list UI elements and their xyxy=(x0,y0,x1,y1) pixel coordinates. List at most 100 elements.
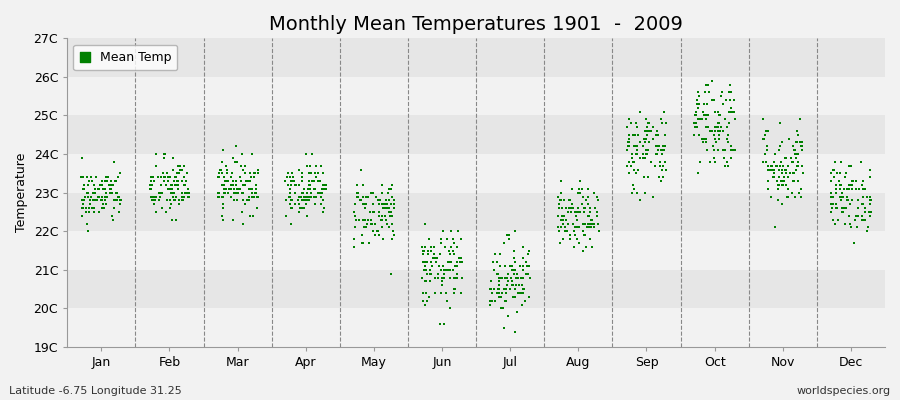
Point xyxy=(645,193,660,200)
Point xyxy=(858,209,872,215)
Point xyxy=(724,89,738,96)
Point xyxy=(356,201,371,208)
Point xyxy=(576,247,590,254)
Point xyxy=(768,224,782,230)
Point xyxy=(216,201,230,208)
Point xyxy=(625,151,639,157)
Point xyxy=(422,236,436,242)
Point xyxy=(227,190,241,196)
Point xyxy=(282,193,296,200)
Point xyxy=(849,213,863,219)
Point xyxy=(585,216,599,223)
Point xyxy=(697,101,711,107)
Point xyxy=(356,182,370,188)
Point xyxy=(241,186,256,192)
Point xyxy=(790,178,805,184)
Point xyxy=(308,186,322,192)
Point xyxy=(292,182,306,188)
Point xyxy=(107,197,122,204)
Point xyxy=(94,193,109,200)
Point xyxy=(571,209,585,215)
Point xyxy=(706,132,721,138)
Point xyxy=(451,228,465,234)
Point xyxy=(772,166,787,173)
Point xyxy=(348,213,363,219)
Point xyxy=(780,193,795,200)
Point xyxy=(768,151,782,157)
Point xyxy=(659,120,673,126)
Point xyxy=(486,286,500,292)
Point xyxy=(796,170,810,176)
Point xyxy=(288,182,302,188)
Point xyxy=(241,193,256,200)
Point xyxy=(220,162,234,169)
Point xyxy=(844,186,859,192)
Point xyxy=(860,193,874,200)
Point xyxy=(654,147,669,154)
Point xyxy=(316,170,330,176)
Point xyxy=(855,182,869,188)
Point xyxy=(215,193,230,200)
Point xyxy=(86,197,100,204)
Point xyxy=(576,193,590,200)
Bar xyxy=(68,38,885,77)
Point xyxy=(314,201,328,208)
Point xyxy=(691,170,706,176)
Point xyxy=(523,274,537,281)
Point xyxy=(280,174,294,180)
Point xyxy=(859,186,873,192)
Point xyxy=(698,89,712,96)
Point xyxy=(239,197,254,204)
Point xyxy=(512,282,526,288)
Point xyxy=(577,232,591,238)
Point xyxy=(551,193,565,200)
Point xyxy=(492,290,507,296)
Point xyxy=(509,309,524,316)
Point xyxy=(771,147,786,154)
Point xyxy=(83,201,97,208)
Point xyxy=(712,128,726,134)
Point xyxy=(220,166,235,173)
Point xyxy=(624,162,638,169)
Point xyxy=(158,174,172,180)
Point xyxy=(444,259,458,265)
Point xyxy=(641,147,655,154)
Point xyxy=(620,147,634,154)
Point xyxy=(231,190,246,196)
Point xyxy=(303,193,318,200)
Point xyxy=(856,193,870,200)
Point xyxy=(86,205,101,211)
Point xyxy=(143,182,157,188)
Point xyxy=(497,324,511,331)
Point xyxy=(312,190,327,196)
Point xyxy=(642,139,656,146)
Point xyxy=(505,282,519,288)
Point xyxy=(828,220,842,227)
Text: Latitude -6.75 Longitude 31.25: Latitude -6.75 Longitude 31.25 xyxy=(9,386,182,396)
Point xyxy=(366,209,381,215)
Point xyxy=(787,143,801,150)
Point xyxy=(773,120,788,126)
Point xyxy=(588,205,602,211)
Point xyxy=(423,244,437,250)
Point xyxy=(516,274,530,281)
Point xyxy=(443,251,457,258)
Point xyxy=(387,205,401,211)
Point xyxy=(74,174,88,180)
Point xyxy=(214,182,229,188)
Point xyxy=(772,182,787,188)
Point xyxy=(172,201,186,208)
Point xyxy=(824,193,838,200)
Point xyxy=(638,136,652,142)
Point xyxy=(157,174,171,180)
Point xyxy=(776,182,790,188)
Point xyxy=(833,186,848,192)
Point xyxy=(856,186,870,192)
Point xyxy=(629,124,643,130)
Point xyxy=(551,224,565,230)
Point xyxy=(492,274,507,281)
Point xyxy=(483,278,498,284)
Point xyxy=(500,232,514,238)
Point xyxy=(773,162,788,169)
Point xyxy=(554,190,568,196)
